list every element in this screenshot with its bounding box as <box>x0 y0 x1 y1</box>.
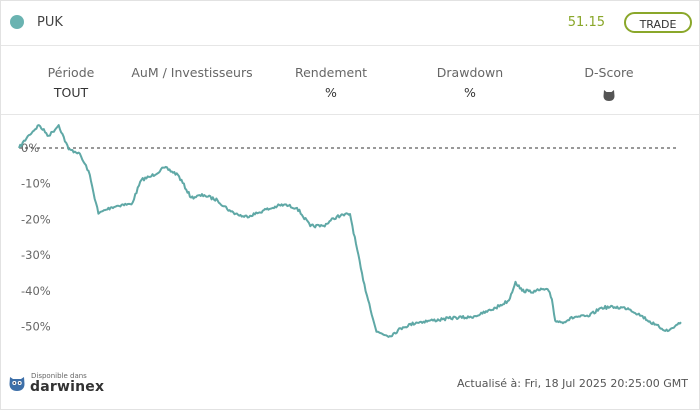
y-tick-label: -40% <box>21 284 51 298</box>
stat-dscore: D-Score <box>539 65 679 105</box>
stat-return: Rendement % <box>261 65 401 100</box>
stat-return-label: Rendement <box>294 65 368 80</box>
stat-period-label: Période <box>47 65 95 80</box>
stat-dscore-label: D-Score <box>584 65 634 80</box>
y-axis: 0% -10% -20% -30% -40% -50% <box>21 141 51 333</box>
darwinex-owl-icon <box>9 377 25 391</box>
dscore-badge-icon <box>603 90 615 101</box>
stat-period-value: TOUT <box>53 85 89 100</box>
stat-drawdown: Drawdown % <box>400 65 540 100</box>
stat-aum-investors: AuM / Investisseurs <box>122 65 262 85</box>
stat-aum-label: AuM / Investisseurs <box>131 65 253 80</box>
return-chart: 0% -10% -20% -30% -40% -50% <box>18 124 682 338</box>
y-tick-label: 0% <box>21 141 39 155</box>
stat-dscore-value <box>539 85 679 105</box>
y-tick-label: -20% <box>21 212 51 226</box>
logo-tagline: Disponible dans <box>31 372 87 380</box>
widget-header: PUK 51.15 TRADE <box>1 1 699 46</box>
product-color-dot <box>10 15 24 29</box>
stat-drawdown-label: Drawdown <box>436 65 504 80</box>
darwinex-logo[interactable]: Disponible dans darwinex <box>9 372 119 395</box>
stat-period[interactable]: Période TOUT <box>1 65 141 100</box>
y-tick-label: -30% <box>21 248 51 262</box>
product-price: 51.15 <box>567 15 605 30</box>
stat-drawdown-value: % <box>464 85 476 100</box>
logo-wordmark: darwinex <box>30 379 105 395</box>
y-tick-label: -50% <box>21 319 51 333</box>
trade-button[interactable]: TRADE <box>624 12 692 33</box>
stats-row: Période TOUT AuM / Investisseurs Rendeme… <box>1 46 699 115</box>
product-ticker: PUK <box>37 15 63 30</box>
stat-return-value: % <box>325 85 337 100</box>
y-tick-label: -10% <box>21 177 51 191</box>
last-updated-text: Actualisé à: Fri, 18 Jul 2025 20:25:00 G… <box>457 377 688 390</box>
return-series-line <box>18 124 682 338</box>
